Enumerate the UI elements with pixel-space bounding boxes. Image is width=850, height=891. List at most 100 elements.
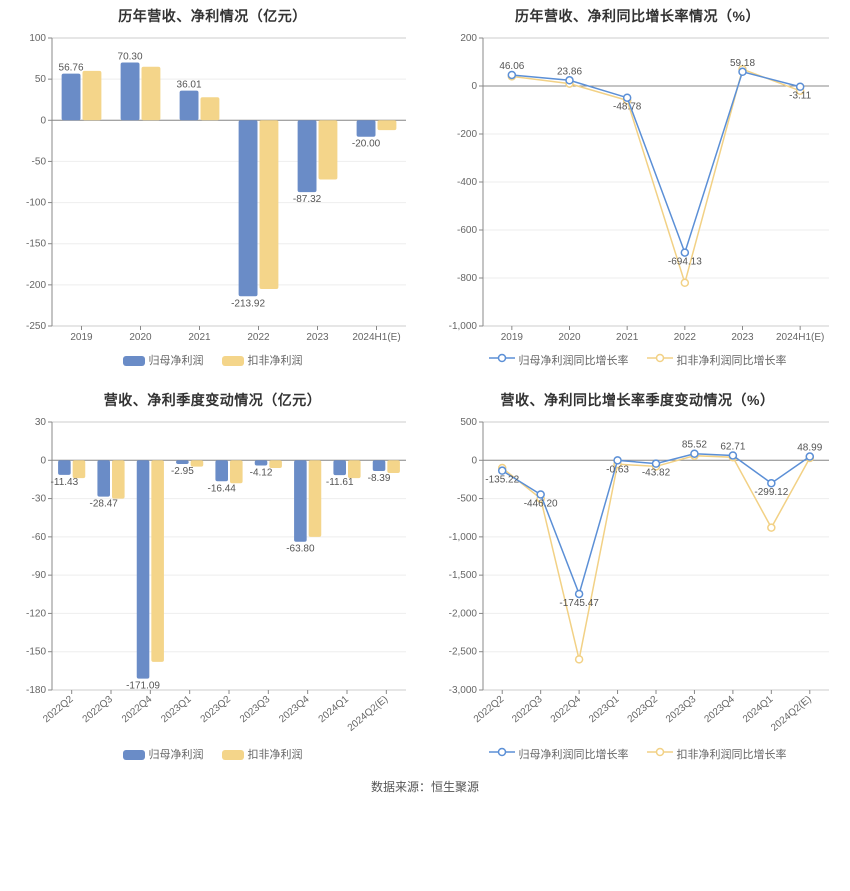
svg-text:2022Q4: 2022Q4 (548, 694, 583, 726)
chart4-title: 营收、净利同比增长率季度变动情况（%） (425, 390, 850, 410)
svg-text:50: 50 (34, 74, 46, 85)
legend-item: 归母净利润 (123, 746, 204, 762)
legend-item: 扣非净利润同比增长率 (647, 746, 787, 762)
legend-label: 扣非净利润同比增长率 (677, 749, 787, 761)
svg-text:-694.13: -694.13 (667, 257, 701, 268)
svg-text:36.01: 36.01 (176, 80, 201, 91)
svg-text:-135.22: -135.22 (485, 475, 519, 486)
svg-text:-63.80: -63.80 (286, 544, 315, 555)
svg-text:-2,000: -2,000 (448, 608, 477, 619)
svg-text:2019: 2019 (500, 332, 523, 343)
svg-text:200: 200 (460, 33, 477, 44)
svg-text:2023Q4: 2023Q4 (277, 694, 312, 726)
legend-swatch (222, 356, 244, 366)
svg-text:-90: -90 (31, 570, 46, 581)
svg-text:85.52: 85.52 (681, 440, 706, 451)
legend-item: 扣非净利润同比增长率 (647, 352, 787, 368)
svg-text:0: 0 (40, 115, 46, 126)
svg-text:2022Q3: 2022Q3 (80, 694, 115, 726)
svg-text:0: 0 (471, 81, 477, 92)
legend-item: 归母净利润 (123, 352, 204, 368)
svg-text:-800: -800 (456, 273, 476, 284)
svg-text:0: 0 (471, 455, 477, 466)
chart4-svg: -3,000-2,500-2,000-1,500-1,000-500050020… (433, 414, 843, 744)
svg-text:-1,000: -1,000 (448, 532, 477, 543)
svg-text:-2.95: -2.95 (170, 466, 193, 477)
svg-text:0: 0 (40, 455, 46, 466)
svg-text:-87.32: -87.32 (292, 194, 321, 205)
svg-text:-30: -30 (31, 494, 46, 505)
svg-text:-3.11: -3.11 (789, 91, 811, 102)
legend-swatch (222, 750, 244, 760)
svg-text:-213.92: -213.92 (231, 298, 265, 309)
svg-text:2024Q1: 2024Q1 (316, 694, 351, 726)
svg-text:2024Q2(E): 2024Q2(E) (345, 694, 390, 734)
svg-text:2021: 2021 (616, 332, 639, 343)
svg-text:2021: 2021 (188, 332, 211, 343)
svg-text:-48.78: -48.78 (612, 102, 641, 113)
legend-label: 归母净利润 (149, 749, 204, 761)
svg-text:-1745.47: -1745.47 (559, 598, 599, 609)
legend-item: 扣非净利润 (222, 352, 303, 368)
legend-label: 归母净利润同比增长率 (519, 749, 629, 761)
chart-grid: 历年营收、净利情况（亿元） -250-200-150-100-500501002… (0, 0, 850, 768)
svg-text:56.76: 56.76 (58, 63, 83, 74)
panel-chart2: 历年营收、净利同比增长率情况（%） -1,000-800-600-400-200… (425, 0, 850, 384)
svg-text:-600: -600 (456, 225, 476, 236)
svg-text:2022: 2022 (247, 332, 270, 343)
chart3-title: 营收、净利季度变动情况（亿元） (0, 390, 425, 410)
chart4-legend: 归母净利润同比增长率 扣非净利润同比增长率 (425, 746, 850, 762)
svg-text:2022Q4: 2022Q4 (119, 694, 154, 726)
chart3-legend: 归母净利润 扣非净利润 (0, 746, 425, 762)
svg-text:-50: -50 (31, 156, 46, 167)
legend-item: 扣非净利润 (222, 746, 303, 762)
legend-item: 归母净利润同比增长率 (489, 746, 629, 762)
svg-text:-2,500: -2,500 (448, 647, 477, 658)
svg-text:-150: -150 (25, 647, 45, 658)
svg-text:2020: 2020 (558, 332, 581, 343)
svg-text:-20.00: -20.00 (351, 139, 380, 150)
legend-line-icon (489, 352, 515, 364)
svg-text:-0.63: -0.63 (606, 464, 629, 475)
svg-text:2023: 2023 (731, 332, 754, 343)
svg-text:2022Q2: 2022Q2 (41, 694, 76, 726)
legend-item: 归母净利润同比增长率 (489, 352, 629, 368)
svg-text:-180: -180 (25, 685, 45, 696)
svg-text:-4.12: -4.12 (249, 468, 272, 479)
svg-text:59.18: 59.18 (729, 58, 754, 69)
svg-text:2024Q1: 2024Q1 (740, 694, 775, 726)
svg-text:70.30: 70.30 (117, 51, 142, 62)
svg-text:-446.20: -446.20 (523, 498, 557, 509)
svg-text:500: 500 (460, 417, 477, 428)
svg-text:2023: 2023 (306, 332, 329, 343)
svg-text:-250: -250 (25, 321, 45, 332)
legend-label: 扣非净利润 (248, 355, 303, 367)
svg-text:46.06: 46.06 (499, 61, 524, 72)
svg-text:-8.39: -8.39 (367, 473, 390, 484)
svg-text:2020: 2020 (129, 332, 152, 343)
svg-text:30: 30 (34, 417, 46, 428)
panel-chart3: 营收、净利季度变动情况（亿元） -180-150-120-90-60-30030… (0, 384, 425, 768)
svg-text:-200: -200 (456, 129, 476, 140)
svg-text:2024H1(E): 2024H1(E) (775, 332, 823, 343)
svg-text:2023Q2: 2023Q2 (198, 694, 233, 726)
chart2-legend: 归母净利润同比增长率 扣非净利润同比增长率 (425, 352, 850, 368)
svg-text:-28.47: -28.47 (89, 499, 118, 510)
chart2-svg: -1,000-800-600-400-200020020192020202120… (433, 30, 843, 350)
svg-text:23.86: 23.86 (556, 66, 581, 77)
svg-text:-3,000: -3,000 (448, 685, 477, 696)
svg-text:2019: 2019 (70, 332, 93, 343)
legend-label: 归母净利润 (149, 355, 204, 367)
svg-text:100: 100 (29, 33, 46, 44)
svg-text:-1,500: -1,500 (448, 570, 477, 581)
panel-chart1: 历年营收、净利情况（亿元） -250-200-150-100-500501002… (0, 0, 425, 384)
svg-text:-16.44: -16.44 (207, 483, 236, 494)
chart1-title: 历年营收、净利情况（亿元） (0, 6, 425, 26)
legend-label: 扣非净利润 (248, 749, 303, 761)
legend-swatch (123, 750, 145, 760)
svg-text:-60: -60 (31, 532, 46, 543)
legend-line-icon (647, 352, 673, 364)
svg-text:-43.82: -43.82 (641, 468, 670, 479)
panel-chart4: 营收、净利同比增长率季度变动情况（%） -3,000 -2,500 -2,000 -1… (425, 384, 850, 768)
chart3-svg: -180-150-120-90-60-300302022Q2-11.432022… (8, 414, 418, 744)
